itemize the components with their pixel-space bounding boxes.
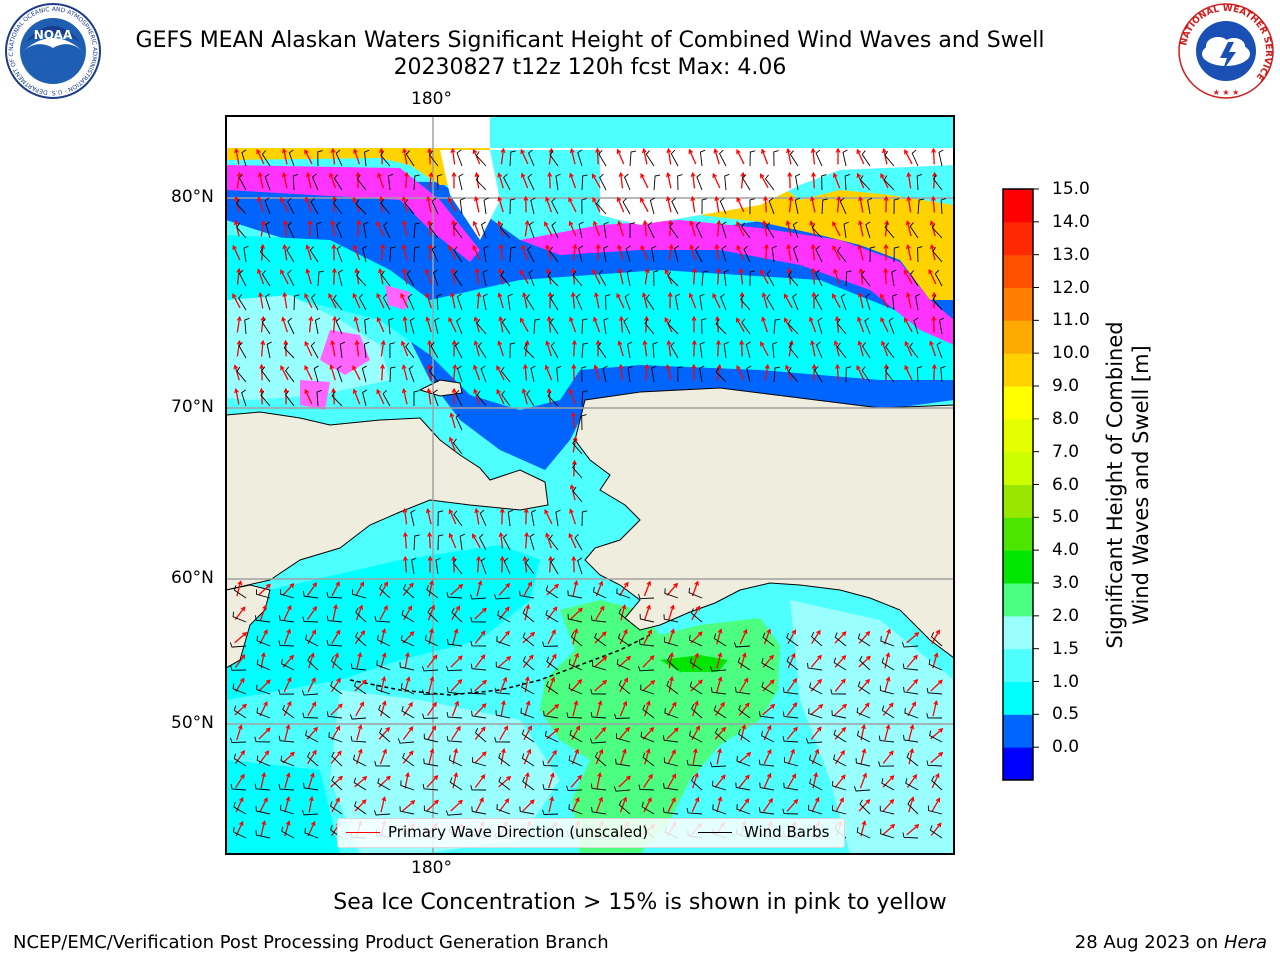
footer-host: Hera — [1224, 932, 1267, 953]
footer-credit: NCEP/EMC/Verification Post Processing Pr… — [13, 932, 609, 953]
wave-direction-arrow — [766, 245, 767, 260]
lat-label-70: 70°N — [171, 397, 214, 417]
colorbar-segment — [1003, 419, 1033, 452]
colorbar-tick-label: 0.5 — [1052, 704, 1079, 724]
wave-direction-arrow — [502, 509, 503, 524]
wave-direction-arrow — [429, 533, 430, 548]
map-legend: Primary Wave Direction (unscaled) Wind B… — [337, 818, 845, 848]
colorbar-segment — [1003, 583, 1033, 616]
colorbar-tick-label: 11.0 — [1052, 310, 1090, 330]
colorbar-segment — [1003, 320, 1033, 353]
wave-direction-arrow — [262, 365, 263, 380]
colorbar-segment — [1003, 517, 1033, 550]
colorbar-tick-label: 7.0 — [1052, 442, 1079, 462]
lon-label-top: 180° — [411, 89, 452, 109]
wave-direction-arrow — [885, 269, 886, 284]
wave-direction-arrow — [574, 341, 575, 356]
colorbar-title: Significant Height of Combined Wind Wave… — [1102, 275, 1154, 695]
colorbar-segment — [1003, 485, 1033, 518]
wave-direction-legend-label: Primary Wave Direction (unscaled) — [388, 823, 648, 841]
sea-ice-note: Sea Ice Concentration > 15% is shown in … — [0, 890, 1280, 915]
lat-label-60: 60°N — [171, 568, 214, 588]
colorbar-segment — [1003, 288, 1033, 321]
wave-direction-arrow — [550, 173, 551, 188]
wave-direction-arrow — [334, 269, 335, 284]
colorbar-tick-label: 15.0 — [1052, 179, 1090, 199]
colorbar-tick-label: 2.0 — [1052, 606, 1079, 626]
colorbar-segment — [1003, 550, 1033, 583]
wave-direction-arrow — [454, 341, 455, 356]
colorbar-tick-label: 1.5 — [1052, 639, 1079, 659]
wave-direction-arrow — [742, 341, 743, 356]
footer-date: 28 Aug 2023 on Hera — [1075, 932, 1267, 953]
wind-barb-legend-label: Wind Barbs — [744, 823, 829, 841]
colorbar-tick-label: 0.0 — [1052, 737, 1079, 757]
colorbar-segment — [1003, 255, 1033, 288]
colorbar-tick-label: 1.0 — [1052, 672, 1079, 692]
wind-barb-legend-line — [698, 832, 732, 833]
colorbar-segment — [1003, 189, 1033, 222]
wave-direction-arrow — [430, 245, 431, 260]
wave-direction-arrow — [429, 341, 430, 356]
colorbar-segment — [1003, 714, 1033, 747]
colorbar-segment — [1003, 747, 1033, 780]
wave-direction-arrow — [453, 221, 454, 236]
colorbar-tick-label: 14.0 — [1052, 212, 1090, 232]
colorbar-tick-label: 5.0 — [1052, 507, 1079, 527]
colorbar-tick-label: 12.0 — [1052, 278, 1090, 298]
wave-direction-arrow — [429, 149, 430, 164]
wave-direction-arrow — [694, 341, 695, 356]
wave-direction-arrow — [502, 557, 503, 572]
wave-direction-legend-line — [346, 832, 380, 833]
colorbar-tick-label: 9.0 — [1052, 376, 1079, 396]
lat-label-50: 50°N — [171, 713, 214, 733]
colorbar-segment — [1003, 682, 1033, 715]
colorbar-segment — [1003, 649, 1033, 682]
colorbar-tick-label: 13.0 — [1052, 245, 1090, 265]
colorbar-tick-label: 3.0 — [1052, 573, 1079, 593]
colorbar-segment — [1003, 222, 1033, 255]
colorbar-segment — [1003, 386, 1033, 419]
colorbar-tick-label: 10.0 — [1052, 343, 1090, 363]
wave-direction-arrow — [597, 149, 598, 164]
colorbar-segment — [1003, 452, 1033, 485]
lon-label-bottom: 180° — [411, 858, 452, 878]
colorbar-segment — [1003, 616, 1033, 649]
colorbar-tick-label: 4.0 — [1052, 540, 1079, 560]
colorbar-tick-label: 8.0 — [1052, 409, 1079, 429]
wave-direction-arrow — [934, 365, 935, 380]
lat-label-80: 80°N — [171, 187, 214, 207]
wave-direction-arrow — [933, 149, 934, 164]
colorbar-segment — [1003, 353, 1033, 386]
colorbar-tick-label: 6.0 — [1052, 475, 1079, 495]
